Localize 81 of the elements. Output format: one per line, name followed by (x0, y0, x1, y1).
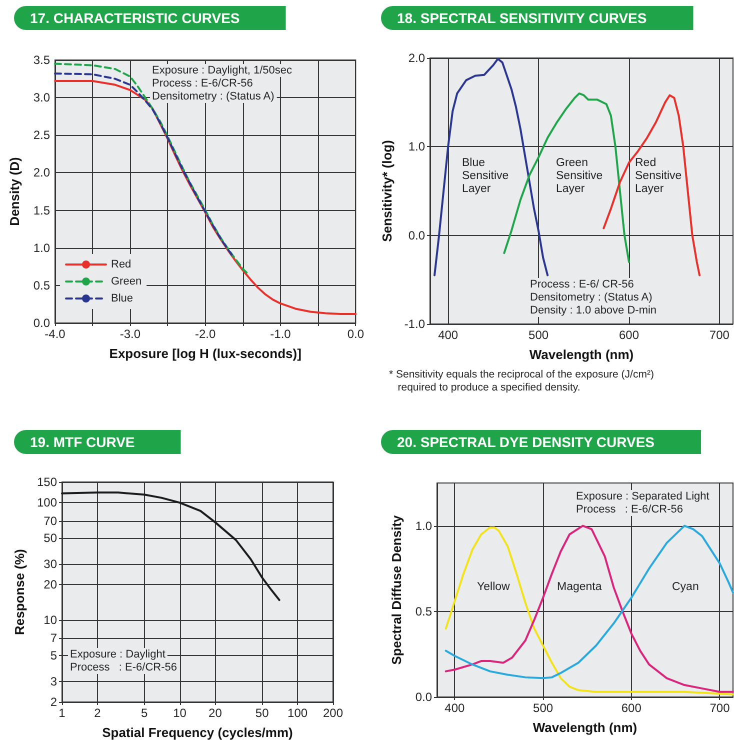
line-series (434, 58, 549, 276)
x-tick-label: 100 (288, 706, 308, 720)
legend-label: Green (111, 276, 142, 288)
y-tick-label: 3.5 (33, 53, 50, 67)
annotation: Cyan (672, 581, 699, 593)
y-tick-label: 30 (44, 557, 58, 572)
x-axis-title: Wavelength (nm) (529, 347, 634, 362)
line-series (54, 80, 357, 315)
line-series (602, 94, 701, 276)
x-tick-label: -1.0 (270, 327, 292, 341)
y-tick-label: 0.5 (33, 278, 50, 292)
annotation: Yellow (477, 581, 511, 593)
x-tick-label: -2.0 (194, 327, 216, 341)
y-tick-label: 1.0 (33, 240, 50, 255)
y-tick-label: 1.0 (415, 518, 432, 533)
annotation: Densitometry : (Status A) (530, 292, 652, 304)
y-tick-label: 0.0 (33, 316, 50, 330)
chart-title: 18. SPECTRAL SENSITIVITY CURVES (397, 10, 647, 26)
x-tick-label: 2 (94, 706, 102, 720)
x-tick-label: 20 (208, 706, 222, 720)
x-axis-title: Wavelength (nm) (532, 720, 638, 735)
legend-label: Red (111, 258, 132, 270)
chart-title: 17. CHARACTERISTIC CURVES (30, 10, 240, 26)
x-tick-label: -4.0 (44, 327, 66, 341)
y-tick-label: 20 (44, 578, 58, 592)
y-axis-title: Sensitivity* (log) (379, 140, 394, 242)
chart-title: 19. MTF CURVE (30, 434, 135, 450)
chart-title: 20. SPECTRAL DYE DENSITY CURVES (397, 434, 655, 450)
y-tick-label: 7 (50, 631, 58, 646)
annotation: Green Sensitive Layer (556, 157, 603, 195)
x-tick-label: 700 (710, 701, 730, 715)
y-axis-title: Density (D) (7, 157, 22, 226)
x-tick-label: 400 (444, 701, 466, 715)
x-axis-title: Exposure [log H (lux-seconds)] (109, 346, 302, 361)
y-tick-label: 3.0 (33, 90, 50, 105)
y-tick-label: 2.5 (33, 128, 50, 142)
x-tick-label: 600 (621, 701, 642, 715)
x-tick-label: 400 (438, 328, 458, 342)
y-tick-label: 1.0 (408, 140, 426, 154)
x-axis-title: Spatial Frequency (cycles/mm) (102, 725, 293, 740)
x-tick-label: 0.0 (347, 327, 364, 341)
annotation: Process : E-6/CR-56 (576, 504, 683, 516)
y-tick-label: 70 (44, 514, 58, 528)
x-tick-label: 50 (255, 706, 270, 720)
y-axis-title: Spectral Diffuse Density (389, 514, 404, 665)
y-tick-label: 0.0 (415, 690, 432, 704)
annotation: Magenta (557, 581, 602, 593)
annotation: Process : E-6/CR-56 (70, 662, 177, 674)
x-tick-label: -3.0 (120, 327, 141, 341)
y-tick-label: 1.5 (33, 203, 50, 218)
y-tick-label: -1.0 (404, 317, 426, 331)
y-tick-label: 3 (50, 674, 58, 688)
y-tick-label: 10 (44, 612, 58, 627)
x-tick-label: 200 (322, 706, 344, 720)
y-tick-label: 2.0 (408, 51, 426, 65)
x-tick-label: 700 (709, 328, 730, 342)
annotation: Blue Sensitive Layer (462, 157, 509, 195)
y-tick-label: 2.0 (33, 166, 50, 180)
x-tick-label: 500 (528, 328, 549, 342)
x-tick-label: 600 (618, 328, 640, 342)
legend-label: Blue (111, 292, 134, 304)
y-axis-title: Response (%) (12, 549, 28, 635)
x-tick-label: 10 (173, 706, 187, 720)
x-tick-label: 500 (533, 701, 554, 715)
annotation: Process : E-6/CR-56 (152, 78, 253, 90)
annotation: Exposure : Daylight (70, 648, 166, 660)
annotation: Densitometry : (Status A) (152, 90, 274, 102)
annotation: Exposure : Daylight, 1/50sec (152, 64, 293, 76)
x-tick-label: 5 (140, 706, 148, 720)
y-tick-label: 0.0 (408, 228, 426, 242)
y-tick-label: 0.5 (415, 604, 432, 618)
annotation: Red Sensitive Layer (635, 157, 682, 195)
y-tick-label: 50 (44, 530, 58, 545)
y-tick-label: 5 (50, 648, 58, 662)
y-tick-label: 100 (36, 496, 58, 510)
y-tick-label: 150 (36, 475, 58, 489)
annotation: Density : 1.0 above D-min (530, 304, 657, 316)
text: * Sensitivity equals the reciprocal of the exposure (J/cm²) required to produce a specified density. (389, 368, 654, 394)
x-tick-label: 1 (58, 706, 66, 720)
annotation: Process : E-6/ CR-56 (530, 278, 634, 290)
annotation: Exposure : Separated Light (576, 490, 710, 502)
